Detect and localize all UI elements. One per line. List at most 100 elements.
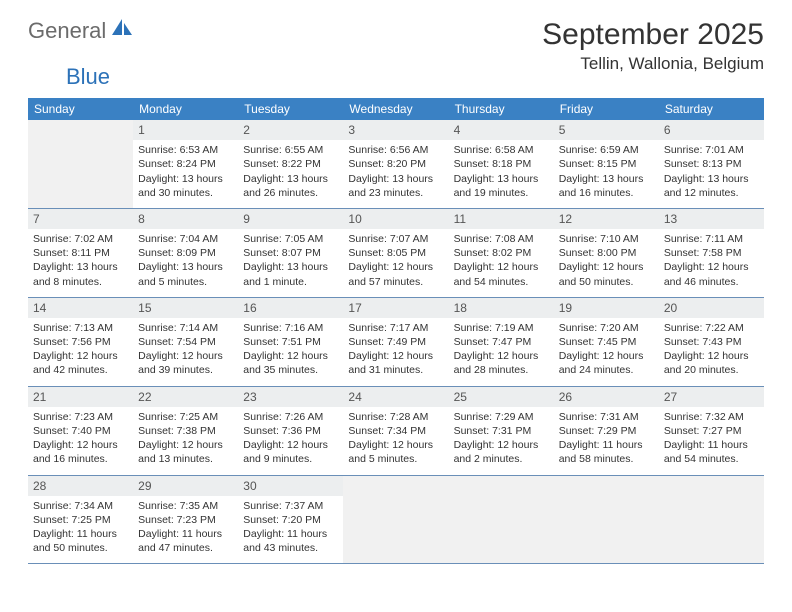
daylight-line: Daylight: 12 hours and 54 minutes. <box>454 260 549 288</box>
daylight-line: Daylight: 13 hours and 23 minutes. <box>348 172 443 200</box>
calendar-cell: 1Sunrise: 6:53 AMSunset: 8:24 PMDaylight… <box>133 120 238 208</box>
weekday-header: Tuesday <box>238 98 343 120</box>
sunrise-line: Sunrise: 7:07 AM <box>348 232 443 246</box>
sunset-line: Sunset: 7:47 PM <box>454 335 549 349</box>
calendar-cell: 5Sunrise: 6:59 AMSunset: 8:15 PMDaylight… <box>554 120 659 208</box>
calendar-cell: 22Sunrise: 7:25 AMSunset: 7:38 PMDayligh… <box>133 386 238 475</box>
daylight-line: Daylight: 13 hours and 12 minutes. <box>664 172 759 200</box>
calendar-cell: 8Sunrise: 7:04 AMSunset: 8:09 PMDaylight… <box>133 208 238 297</box>
daylight-line: Daylight: 13 hours and 19 minutes. <box>454 172 549 200</box>
sunrise-line: Sunrise: 7:10 AM <box>559 232 654 246</box>
calendar-cell: 4Sunrise: 6:58 AMSunset: 8:18 PMDaylight… <box>449 120 554 208</box>
logo-text-general: General <box>28 18 106 44</box>
day-number: 6 <box>659 120 764 140</box>
daylight-line: Daylight: 11 hours and 58 minutes. <box>559 438 654 466</box>
sunrise-line: Sunrise: 7:13 AM <box>33 321 128 335</box>
daylight-line: Daylight: 12 hours and 28 minutes. <box>454 349 549 377</box>
sunset-line: Sunset: 7:45 PM <box>559 335 654 349</box>
sunrise-line: Sunrise: 7:23 AM <box>33 410 128 424</box>
weekday-row: SundayMondayTuesdayWednesdayThursdayFrid… <box>28 98 764 120</box>
daylight-line: Daylight: 12 hours and 16 minutes. <box>33 438 128 466</box>
sunset-line: Sunset: 8:02 PM <box>454 246 549 260</box>
calendar-cell: 12Sunrise: 7:10 AMSunset: 8:00 PMDayligh… <box>554 208 659 297</box>
day-number: 18 <box>449 298 554 318</box>
daylight-line: Daylight: 13 hours and 1 minute. <box>243 260 338 288</box>
day-number: 16 <box>238 298 343 318</box>
calendar-cell: 16 Sunrise: 7:16 AMSunset: 7:51 PMDayligh… <box>238 297 343 386</box>
calendar-cell: 27Sunrise: 7:32 AMSunset: 7:27 PMDayligh… <box>659 386 764 475</box>
day-number: 24 <box>343 387 448 407</box>
calendar-body: 1Sunrise: 6:53 AMSunset: 8:24 PMDaylight… <box>28 120 764 564</box>
calendar-cell: 10Sunrise: 7:07 AMSunset: 8:05 PMDayligh… <box>343 208 448 297</box>
sunset-line: Sunset: 7:54 PM <box>138 335 233 349</box>
calendar-row: 7Sunrise: 7:02 AMSunset: 8:11 PMDaylight… <box>28 208 764 297</box>
sunrise-line: Sunrise: 7:16 AM <box>243 321 338 335</box>
calendar-cell: 9Sunrise: 7:05 AMSunset: 8:07 PMDaylight… <box>238 208 343 297</box>
calendar-cell: 17Sunrise: 7:17 AMSunset: 7:49 PMDayligh… <box>343 297 448 386</box>
sunrise-line: Sunrise: 7:31 AM <box>559 410 654 424</box>
logo-sail-icon <box>111 17 133 42</box>
sunrise-line: Sunrise: 7:19 AM <box>454 321 549 335</box>
weekday-header: Wednesday <box>343 98 448 120</box>
day-number: 30 <box>238 476 343 496</box>
calendar-cell: 24Sunrise: 7:28 AMSunset: 7:34 PMDayligh… <box>343 386 448 475</box>
daylight-line: Daylight: 13 hours and 16 minutes. <box>559 172 654 200</box>
calendar-cell: 21Sunrise: 7:23 AMSunset: 7:40 PMDayligh… <box>28 386 133 475</box>
sunrise-line: Sunrise: 7:22 AM <box>664 321 759 335</box>
sunset-line: Sunset: 8:24 PM <box>138 157 233 171</box>
sunset-line: Sunset: 7:29 PM <box>559 424 654 438</box>
calendar-cell: 13Sunrise: 7:11 AMSunset: 7:58 PMDayligh… <box>659 208 764 297</box>
day-number: 14 <box>28 298 133 318</box>
day-number: 15 <box>133 298 238 318</box>
calendar-table: SundayMondayTuesdayWednesdayThursdayFrid… <box>28 98 764 564</box>
calendar-cell: 7Sunrise: 7:02 AMSunset: 8:11 PMDaylight… <box>28 208 133 297</box>
daylight-line: Daylight: 11 hours and 43 minutes. <box>243 527 338 555</box>
daylight-line: Daylight: 12 hours and 50 minutes. <box>559 260 654 288</box>
sunset-line: Sunset: 7:58 PM <box>664 246 759 260</box>
sunrise-line: Sunrise: 7:28 AM <box>348 410 443 424</box>
day-number: 1 <box>133 120 238 140</box>
sunset-line: Sunset: 7:25 PM <box>33 513 128 527</box>
sunrise-line: Sunrise: 7:29 AM <box>454 410 549 424</box>
sunset-line: Sunset: 7:31 PM <box>454 424 549 438</box>
daylight-line: Daylight: 12 hours and 46 minutes. <box>664 260 759 288</box>
calendar-cell: 25 Sunrise: 7:29 AMSunset: 7:31 PMDayligh… <box>449 386 554 475</box>
daylight-line: Daylight: 12 hours and 2 minutes. <box>454 438 549 466</box>
day-number: 25 <box>449 387 554 407</box>
day-number: 26 <box>554 387 659 407</box>
sunset-line: Sunset: 7:20 PM <box>243 513 338 527</box>
calendar-cell: 23Sunrise: 7:26 AMSunset: 7:36 PMDayligh… <box>238 386 343 475</box>
sunset-line: Sunset: 8:20 PM <box>348 157 443 171</box>
sunset-line: Sunset: 8:13 PM <box>664 157 759 171</box>
day-number: 28 <box>28 476 133 496</box>
sunrise-line: Sunrise: 7:34 AM <box>33 499 128 513</box>
calendar-cell: 15Sunrise: 7:14 AMSunset: 7:54 PMDayligh… <box>133 297 238 386</box>
weekday-header: Thursday <box>449 98 554 120</box>
day-number: 27 <box>659 387 764 407</box>
calendar-cell: 26 Sunrise: 7:31 AMSunset: 7:29 PMDayligh… <box>554 386 659 475</box>
daylight-line: Daylight: 13 hours and 8 minutes. <box>33 260 128 288</box>
daylight-line: Daylight: 11 hours and 54 minutes. <box>664 438 759 466</box>
sunrise-line: Sunrise: 7:20 AM <box>559 321 654 335</box>
sunset-line: Sunset: 7:51 PM <box>243 335 338 349</box>
day-number: 8 <box>133 209 238 229</box>
sunset-line: Sunset: 7:36 PM <box>243 424 338 438</box>
sunrise-line: Sunrise: 6:58 AM <box>454 143 549 157</box>
day-number: 22 <box>133 387 238 407</box>
sunset-line: Sunset: 8:11 PM <box>33 246 128 260</box>
day-number: 29 <box>133 476 238 496</box>
sunset-line: Sunset: 7:38 PM <box>138 424 233 438</box>
day-number: 12 <box>554 209 659 229</box>
day-number: 3 <box>343 120 448 140</box>
calendar-row: 21Sunrise: 7:23 AMSunset: 7:40 PMDayligh… <box>28 386 764 475</box>
calendar-cell <box>343 475 448 564</box>
logo-text-blue: Blue <box>66 64 110 89</box>
daylight-line: Daylight: 12 hours and 35 minutes. <box>243 349 338 377</box>
day-number: 9 <box>238 209 343 229</box>
daylight-line: Daylight: 13 hours and 5 minutes. <box>138 260 233 288</box>
daylight-line: Daylight: 13 hours and 30 minutes. <box>138 172 233 200</box>
calendar-row: 1Sunrise: 6:53 AMSunset: 8:24 PMDaylight… <box>28 120 764 208</box>
calendar-row: 14Sunrise: 7:13 AMSunset: 7:56 PMDayligh… <box>28 297 764 386</box>
day-number: 23 <box>238 387 343 407</box>
logo: General <box>28 18 135 44</box>
